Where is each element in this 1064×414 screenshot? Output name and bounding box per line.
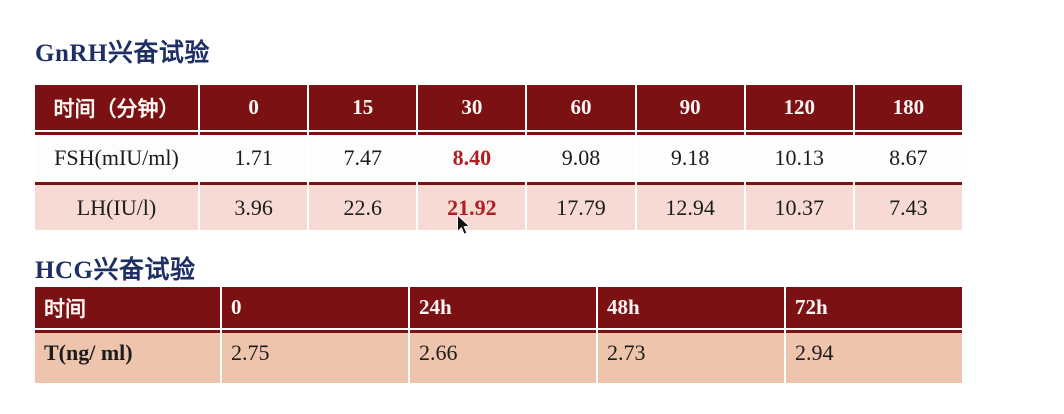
t-value: 2.94 xyxy=(786,330,962,383)
fsh-value: 7.47 xyxy=(309,132,417,180)
t-value: 2.73 xyxy=(598,330,784,383)
gnrh-header-0: 0 xyxy=(200,85,308,130)
t-value: 2.75 xyxy=(222,330,408,383)
lh-value: 22.6 xyxy=(309,182,417,230)
hcg-section-title: HCG兴奋试验 xyxy=(35,257,196,284)
fsh-value: 9.08 xyxy=(527,132,635,180)
lh-value: 10.37 xyxy=(745,182,853,230)
fsh-value: 10.13 xyxy=(745,132,853,180)
lh-row-label: LH(IU/l) xyxy=(35,182,198,230)
lh-value: 7.43 xyxy=(854,182,962,230)
mouse-cursor-icon xyxy=(457,214,471,235)
hcg-header-72h: 72h xyxy=(786,287,962,328)
hcg-table: 时间 0 24h 48h 72h T(ng/ ml) 2.75 2.66 2.7… xyxy=(35,287,962,383)
gnrh-section-title: GnRH兴奋试验 xyxy=(35,40,210,67)
gnrh-header-30: 30 xyxy=(418,85,526,130)
hcg-header-0: 0 xyxy=(222,287,408,328)
gnrh-header-60: 60 xyxy=(527,85,635,130)
gnrh-table: 时间（分钟） 0 15 30 60 90 120 180 FSH(mIU/ml)… xyxy=(35,85,962,230)
gnrh-header-120: 120 xyxy=(745,85,853,130)
gnrh-header-15: 15 xyxy=(309,85,417,130)
t-value: 2.66 xyxy=(410,330,596,383)
lh-value: 3.96 xyxy=(200,182,308,230)
gnrh-header-time: 时间（分钟） xyxy=(35,85,198,130)
fsh-value: 8.67 xyxy=(854,132,962,180)
t-row-label: T(ng/ ml) xyxy=(35,330,220,383)
lh-value: 12.94 xyxy=(636,182,744,230)
gnrh-header-90: 90 xyxy=(636,85,744,130)
hcg-header-time: 时间 xyxy=(35,287,220,328)
hcg-header-48h: 48h xyxy=(598,287,784,328)
hcg-header-24h: 24h xyxy=(410,287,596,328)
fsh-value: 1.71 xyxy=(200,132,308,180)
gnrh-header-180: 180 xyxy=(854,85,962,130)
fsh-row-label: FSH(mIU/ml) xyxy=(35,132,198,180)
lh-value-highlighted: 21.92 xyxy=(418,182,526,230)
fsh-value: 9.18 xyxy=(636,132,744,180)
fsh-value-highlighted: 8.40 xyxy=(418,132,526,180)
lh-value: 17.79 xyxy=(527,182,635,230)
